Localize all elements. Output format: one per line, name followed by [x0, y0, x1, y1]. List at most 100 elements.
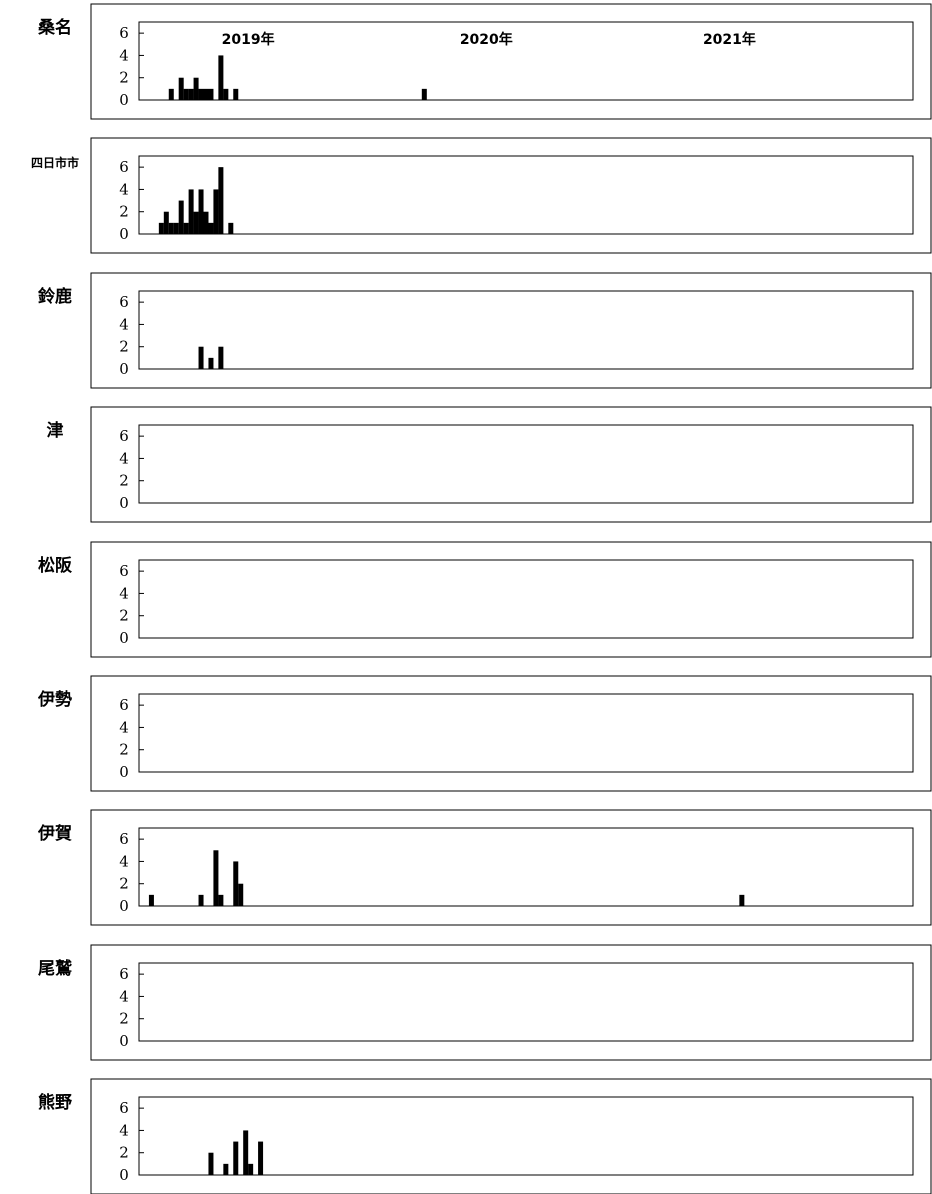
y-tick-label: 2 — [119, 472, 129, 490]
y-tick-label: 4 — [119, 987, 129, 1005]
region-label: 四日市市 — [31, 155, 79, 170]
plot-area — [138, 1096, 914, 1176]
panel-frame — [90, 944, 932, 1061]
bar — [203, 211, 209, 234]
bar — [158, 222, 164, 234]
region-label: 尾鷲 — [38, 958, 72, 979]
year-label: 2019年 — [222, 31, 275, 48]
bar — [248, 1163, 254, 1175]
panel-frame — [90, 137, 932, 254]
y-tick-label: 6 — [119, 158, 129, 176]
y-tick-label: 4 — [119, 584, 129, 602]
plot-area — [138, 827, 914, 907]
plot-area — [138, 559, 914, 639]
y-tick-label: 0 — [119, 629, 129, 647]
year-label: 2020年 — [460, 31, 513, 48]
panel-frame — [90, 1078, 932, 1194]
bar — [228, 222, 234, 234]
region-label: 津 — [47, 420, 64, 441]
y-tick-label: 2 — [119, 1144, 129, 1162]
region-panel: 津 0 2 4 6 — [47, 406, 932, 523]
bar — [193, 211, 199, 234]
region-panel: 熊野 0 2 4 6 — [38, 1078, 932, 1194]
bar — [238, 883, 244, 906]
bar — [223, 88, 229, 100]
y-tick-label: 0 — [119, 1032, 129, 1050]
y-tick-label: 4 — [119, 852, 129, 870]
bar — [148, 894, 154, 906]
region-label: 熊野 — [38, 1092, 72, 1113]
bar — [213, 189, 219, 234]
region-label: 鈴鹿 — [38, 286, 72, 307]
region-panel: 四日市市 0 2 4 6 — [31, 137, 932, 254]
plot-area — [138, 693, 914, 773]
y-tick-label: 2 — [119, 338, 129, 356]
region-panel: 伊勢 0 2 4 6 — [37, 675, 932, 792]
y-tick-label: 2 — [119, 203, 129, 221]
bar — [223, 1163, 229, 1175]
panel-frame — [90, 3, 932, 120]
y-tick-label: 0 — [119, 897, 129, 915]
y-tick-label: 4 — [119, 449, 129, 467]
bar — [188, 189, 194, 234]
region-panel: 鈴鹿 0 2 4 6 — [38, 272, 932, 389]
y-tick-label: 0 — [119, 91, 129, 109]
bar — [208, 357, 214, 369]
bar — [739, 894, 745, 906]
y-tick-label: 6 — [119, 24, 129, 42]
bar — [218, 894, 224, 906]
region-panel: 尾鷲 0 2 4 6 — [38, 944, 932, 1061]
bar — [218, 55, 224, 100]
y-tick-label: 6 — [119, 427, 129, 445]
bar — [233, 861, 239, 906]
bar — [168, 222, 174, 234]
panel-frame — [90, 406, 932, 523]
y-tick-label: 4 — [119, 180, 129, 198]
bar — [183, 222, 189, 234]
bar — [233, 88, 239, 100]
y-tick-label: 2 — [119, 1010, 129, 1028]
bar — [233, 1141, 239, 1175]
bar — [163, 211, 169, 234]
bar — [421, 88, 427, 100]
plot-area — [138, 962, 914, 1042]
y-tick-label: 0 — [119, 360, 129, 378]
panel-frame — [90, 272, 932, 389]
bar — [203, 88, 209, 100]
y-tick-label: 4 — [119, 315, 129, 333]
bar — [178, 77, 184, 100]
region-panel: 桑名 0 2 4 6 2019年 2020年 2021年 — [38, 3, 932, 120]
plot-area — [138, 155, 914, 235]
bar — [178, 200, 184, 234]
y-tick-label: 6 — [119, 293, 129, 311]
bar — [213, 850, 219, 906]
y-tick-label: 4 — [119, 46, 129, 64]
y-tick-label: 2 — [119, 741, 129, 759]
y-tick-label: 6 — [119, 696, 129, 714]
bar — [218, 346, 224, 369]
y-tick-label: 0 — [119, 1166, 129, 1184]
plot-area — [138, 424, 914, 504]
region-label: 松阪 — [38, 555, 72, 576]
bar — [208, 222, 214, 234]
y-tick-label: 4 — [119, 718, 129, 736]
bar — [198, 189, 204, 234]
plot-area — [138, 290, 914, 370]
bar — [198, 346, 204, 369]
y-tick-label: 6 — [119, 830, 129, 848]
bar — [218, 167, 224, 234]
bar — [188, 88, 194, 100]
y-tick-label: 4 — [119, 1121, 129, 1139]
region-panel: 伊賀 0 2 4 6 — [37, 809, 932, 926]
y-tick-label: 6 — [119, 965, 129, 983]
bar — [183, 88, 189, 100]
bar — [173, 222, 179, 234]
panel-frame — [90, 541, 932, 658]
bar — [198, 894, 204, 906]
bar — [208, 88, 214, 100]
y-tick-label: 6 — [119, 1099, 129, 1117]
y-tick-label: 0 — [119, 225, 129, 243]
bar — [243, 1130, 249, 1175]
bar — [198, 88, 204, 100]
